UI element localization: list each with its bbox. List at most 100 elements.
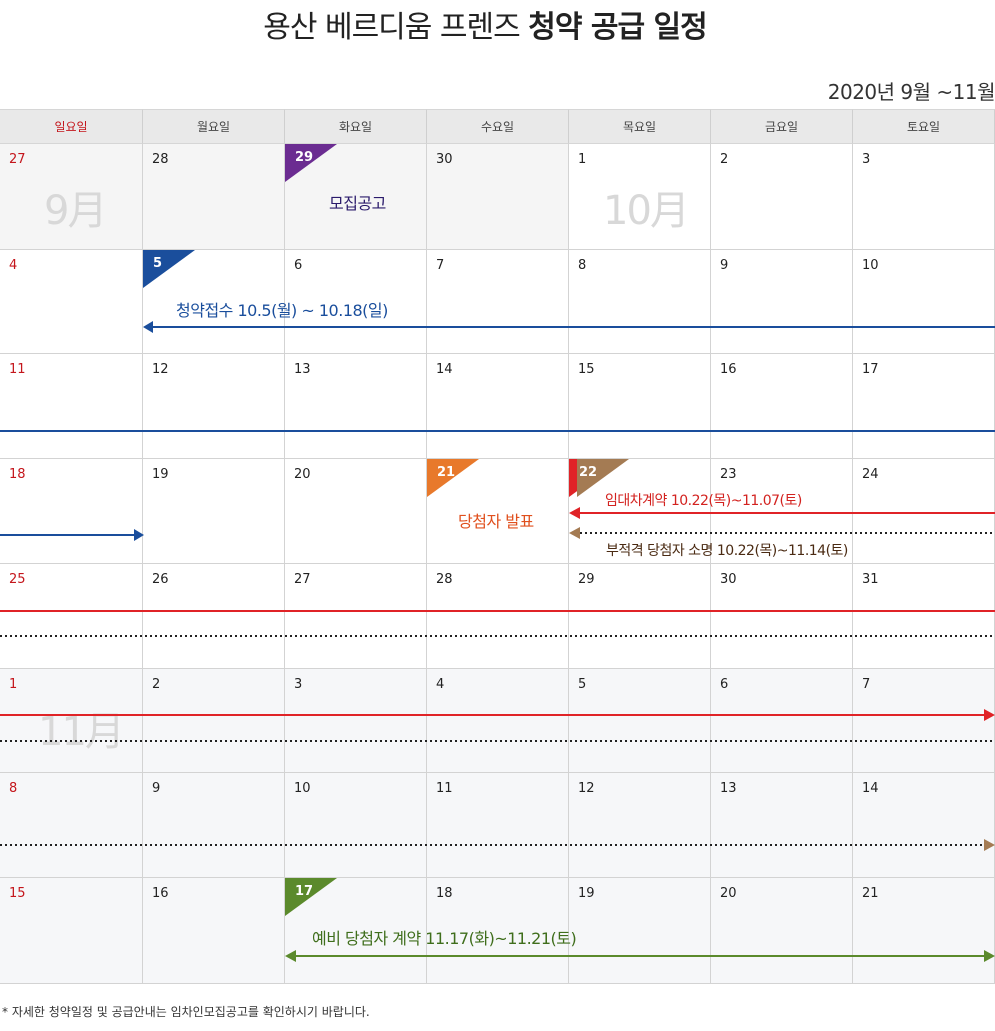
day-cell[interactable]: 6 xyxy=(711,669,853,773)
day-cell[interactable]: 7 xyxy=(853,669,995,773)
day-cell[interactable]: 11 xyxy=(427,773,569,878)
weekday-header-5: 금요일 xyxy=(711,109,853,144)
day-cell[interactable]: 25 xyxy=(0,564,143,669)
day-number: 11 xyxy=(436,781,453,796)
day-number: 10 xyxy=(294,781,311,796)
weekday-header-4: 목요일 xyxy=(569,109,711,144)
event-start-marker xyxy=(285,878,337,916)
day-cell[interactable]: 13 xyxy=(285,354,427,459)
day-number: 27 xyxy=(294,572,311,587)
day-cell[interactable]: 20 xyxy=(711,878,853,984)
day-number: 1 xyxy=(9,677,18,692)
day-cell[interactable]: 19 xyxy=(143,459,285,564)
day-cell[interactable]: 9 xyxy=(711,250,853,354)
event-reserve-label: 예비 당첨자 계약 11.17(화)~11.21(토) xyxy=(312,929,577,948)
day-cell[interactable]: 30 xyxy=(711,564,853,669)
day-cell[interactable]: 16 xyxy=(143,878,285,984)
day-cell[interactable]: 1 xyxy=(0,669,143,773)
day-number: 14 xyxy=(436,362,453,377)
day-number: 23 xyxy=(720,467,737,482)
marker-day-number: 29 xyxy=(295,150,314,165)
marker-day-number: 17 xyxy=(295,884,314,899)
day-cell[interactable]: 18 xyxy=(427,878,569,984)
day-number: 26 xyxy=(152,572,169,587)
day-cell[interactable]: 13 xyxy=(711,773,853,878)
day-number: 18 xyxy=(9,467,26,482)
day-cell[interactable]: 2 xyxy=(143,669,285,773)
schedule-period: 2020년 9월 ~11월 xyxy=(827,80,995,104)
day-cell[interactable]: 14 xyxy=(427,354,569,459)
day-cell[interactable]: 7 xyxy=(427,250,569,354)
day-cell[interactable]: 12 xyxy=(143,354,285,459)
event-notice-label: 모집공고 xyxy=(329,194,386,213)
day-number: 28 xyxy=(436,572,453,587)
day-cell[interactable]: 1 xyxy=(569,144,711,250)
day-number: 6 xyxy=(720,677,729,692)
day-number: 27 xyxy=(9,152,26,167)
day-number: 6 xyxy=(294,258,303,273)
day-number: 16 xyxy=(152,886,169,901)
day-cell[interactable]: 26 xyxy=(143,564,285,669)
day-cell[interactable]: 8 xyxy=(0,773,143,878)
event-lease-label: 임대차계약 10.22(목)~11.07(토) xyxy=(605,493,802,509)
day-cell[interactable]: 8 xyxy=(569,250,711,354)
day-cell[interactable]: 10 xyxy=(285,773,427,878)
event-winners-label: 당첨자 발표 xyxy=(458,512,534,531)
day-number: 9 xyxy=(152,781,161,796)
day-cell[interactable]: 31 xyxy=(853,564,995,669)
day-number: 15 xyxy=(9,886,26,901)
day-cell[interactable]: 9 xyxy=(143,773,285,878)
day-cell[interactable]: 3 xyxy=(285,669,427,773)
day-number: 2 xyxy=(152,677,161,692)
day-number: 21 xyxy=(862,886,879,901)
day-cell[interactable]: 14 xyxy=(853,773,995,878)
day-cell[interactable]: 2 xyxy=(711,144,853,250)
day-cell[interactable]: 4 xyxy=(0,250,143,354)
day-number: 5 xyxy=(578,677,587,692)
day-cell[interactable]: 3 xyxy=(853,144,995,250)
day-cell[interactable]: 24 xyxy=(853,459,995,564)
calendar: 일요일 월요일 화요일 수요일 목요일 금요일 토요일 27 28 29 30 1 2 3 4 5 6 7 8 9 10… xyxy=(0,109,995,984)
weekday-header-1: 월요일 xyxy=(143,109,285,144)
day-cell[interactable]: 15 xyxy=(569,354,711,459)
day-cell[interactable]: 23 xyxy=(711,459,853,564)
day-number: 1 xyxy=(578,152,587,167)
day-number: 8 xyxy=(578,258,587,273)
day-number: 7 xyxy=(862,677,871,692)
ineligible-start-marker xyxy=(577,459,629,497)
day-number: 31 xyxy=(862,572,879,587)
day-cell[interactable]: 21 xyxy=(853,878,995,984)
day-cell[interactable]: 10 xyxy=(853,250,995,354)
day-cell[interactable]: 28 xyxy=(143,144,285,250)
day-number: 3 xyxy=(294,677,303,692)
day-cell[interactable]: 18 xyxy=(0,459,143,564)
day-cell[interactable]: 19 xyxy=(569,878,711,984)
day-cell[interactable]: 15 xyxy=(0,878,143,984)
day-cell[interactable]: 5 xyxy=(569,669,711,773)
day-number: 8 xyxy=(9,781,18,796)
day-cell[interactable]: 11 xyxy=(0,354,143,459)
day-cell[interactable]: 28 xyxy=(427,564,569,669)
month-watermark: 10月 xyxy=(603,188,690,234)
day-cell[interactable]: 16 xyxy=(711,354,853,459)
day-number: 9 xyxy=(720,258,729,273)
day-cell[interactable]: 20 xyxy=(285,459,427,564)
day-number: 29 xyxy=(578,572,595,587)
day-number: 7 xyxy=(436,258,445,273)
day-cell[interactable]: 29 xyxy=(569,564,711,669)
weekday-header-3: 수요일 xyxy=(427,109,569,144)
day-cell[interactable]: 4 xyxy=(427,669,569,773)
day-cell[interactable]: 6 xyxy=(285,250,427,354)
day-cell[interactable]: 17 xyxy=(853,354,995,459)
event-ineligible-label: 부적격 당첨자 소명 10.22(목)~11.14(토) xyxy=(606,543,848,559)
day-cell[interactable]: 27 xyxy=(285,564,427,669)
day-cell[interactable]: 27 xyxy=(0,144,143,250)
day-number: 28 xyxy=(152,152,169,167)
day-number: 17 xyxy=(862,362,879,377)
day-number: 3 xyxy=(862,152,871,167)
day-cell[interactable]: 30 xyxy=(427,144,569,250)
day-cell[interactable]: 12 xyxy=(569,773,711,878)
day-number: 30 xyxy=(720,572,737,587)
month-watermark: 9月 xyxy=(44,188,107,234)
day-number: 15 xyxy=(578,362,595,377)
